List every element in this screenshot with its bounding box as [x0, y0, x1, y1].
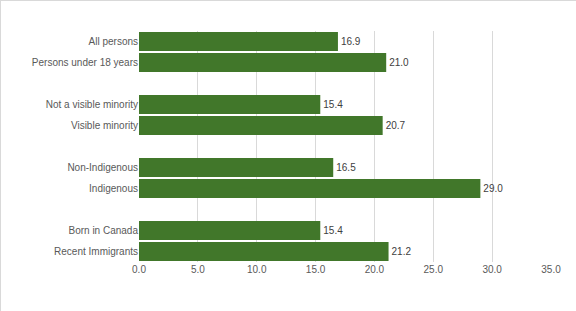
svg-text:Persons under 18 years: Persons under 18 years	[32, 57, 138, 68]
svg-text:30.0: 30.0	[482, 264, 502, 275]
svg-text:15.4: 15.4	[323, 225, 343, 236]
svg-text:35.0: 35.0	[541, 264, 561, 275]
svg-text:Recent Immigrants: Recent Immigrants	[54, 246, 138, 257]
svg-text:10.0: 10.0	[247, 264, 267, 275]
svg-text:21.0: 21.0	[389, 57, 409, 68]
svg-text:16.5: 16.5	[336, 162, 356, 173]
svg-text:25.0: 25.0	[424, 264, 444, 275]
svg-text:All persons: All persons	[89, 36, 138, 47]
svg-text:5.0: 5.0	[191, 264, 205, 275]
svg-text:15.0: 15.0	[306, 264, 326, 275]
svg-text:Indigenous: Indigenous	[89, 183, 138, 194]
svg-text:16.9: 16.9	[341, 36, 361, 47]
svg-text:Born in Canada: Born in Canada	[69, 225, 139, 236]
svg-text:29.0: 29.0	[483, 183, 503, 194]
svg-text:20.7: 20.7	[386, 120, 406, 131]
svg-text:Visible minority: Visible minority	[71, 120, 138, 131]
svg-text:0.0: 0.0	[132, 264, 146, 275]
svg-text:Not a visible minority: Not a visible minority	[46, 99, 138, 110]
svg-text:Non-Indigenous: Non-Indigenous	[67, 162, 138, 173]
svg-text:20.0: 20.0	[365, 264, 385, 275]
svg-text:21.2: 21.2	[392, 246, 412, 257]
svg-text:15.4: 15.4	[323, 99, 343, 110]
